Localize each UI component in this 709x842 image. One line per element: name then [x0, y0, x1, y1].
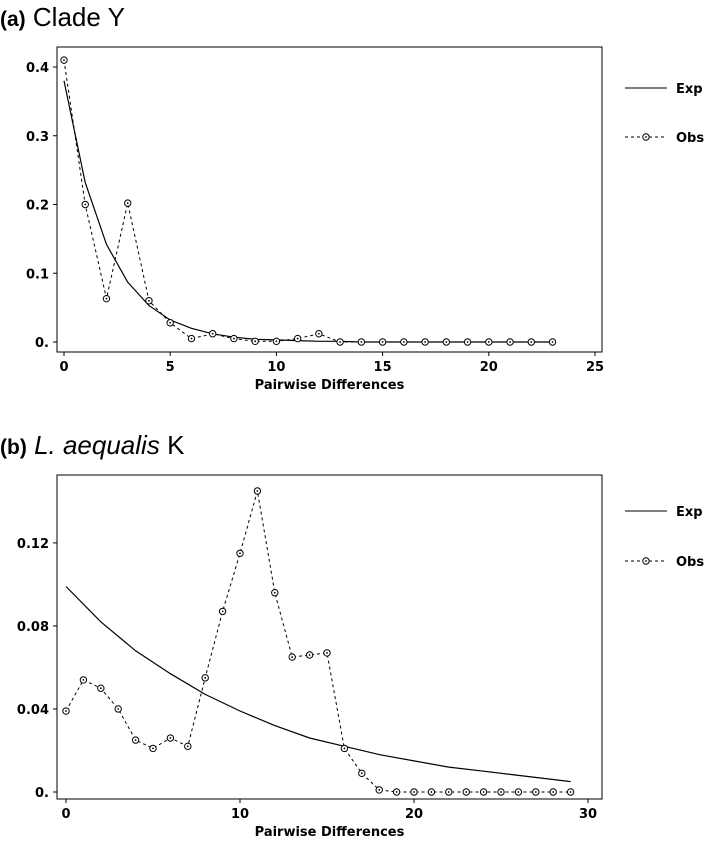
chart-1-ytick-label: 0.12 — [17, 537, 49, 552]
chart-1-xtick-label: 30 — [579, 807, 597, 822]
chart-1-obs-point-center — [326, 652, 328, 654]
chart-1-obs-point-center — [569, 791, 572, 793]
chart-1-obs-point-center — [430, 791, 433, 793]
chart-panel-b: 0. 0.04 0.08 0.12 0 10 20 30 Pairwise Difference… — [17, 474, 704, 840]
chart-1-obs-point-center — [517, 791, 520, 793]
chart-1-legend-marker-center — [645, 560, 647, 562]
panel-b-title: (b) L. aequalis K — [0, 430, 184, 463]
chart-0-obs-point-center — [105, 297, 108, 300]
chart-1-obs-point-center — [343, 747, 346, 750]
chart-1-xtick-label: 10 — [231, 807, 249, 822]
chart-1-obs-point-center — [273, 591, 276, 594]
chart-1-obs-point-center — [378, 789, 381, 791]
chart-0-obs-point-center — [530, 341, 533, 343]
chart-1-series-obs-line — [65, 490, 571, 793]
chart-0-xtick-label: 10 — [267, 360, 285, 375]
chart-1-ytick-label: 0. — [35, 786, 49, 801]
chart-0-ytick-label: 0. — [35, 336, 49, 351]
chart-0-legend-label-exp: Exp — [676, 82, 703, 97]
chart-0-obs-point-center — [169, 321, 172, 324]
chart-0-obs-point-center — [339, 341, 342, 343]
chart-panel-a: 0. 0.1 0.2 0.3 0.4 0 5 10 15 20 25 Pairwise Differe… — [26, 46, 704, 393]
chart-0-obs-point-center — [445, 341, 448, 343]
chart-1-obs-point-center — [447, 791, 450, 793]
chart-1-obs-point-center — [291, 656, 294, 658]
chart-0-obs-point-center — [275, 340, 278, 343]
chart-0-series-exp-line — [63, 80, 553, 343]
chart-0-obs-point-center — [360, 341, 363, 343]
chart-0-obs-point-center — [63, 59, 65, 62]
chart-0-xtick-label: 15 — [374, 360, 392, 375]
chart-1-xtick-label: 0 — [61, 807, 70, 822]
chart-1-obs-point-center — [482, 791, 485, 793]
chart-0-plot-frame — [56, 46, 603, 353]
chart-1-obs-point-center — [152, 747, 154, 750]
chart-0-obs-point-center — [126, 202, 129, 205]
chart-1-ytick-label: 0.04 — [17, 703, 49, 718]
chart-1-obs-point-center — [134, 739, 137, 742]
chart-1-obs-point-center — [204, 676, 207, 679]
chart-1-obs-point-center — [82, 679, 85, 681]
chart-0-x-axis-label: Pairwise Differences — [255, 378, 405, 393]
chart-1-obs-point-center — [413, 791, 415, 793]
panel-a-title: (a) Clade Y — [0, 2, 125, 35]
panel-b-letter: (b) — [0, 436, 27, 459]
chart-1-plot-frame — [56, 474, 603, 800]
chart-1-obs-point-center — [256, 490, 259, 492]
chart-0-obs-point-center — [509, 341, 511, 343]
panel-a-letter: (a) — [0, 8, 26, 31]
chart-0-xtick-label: 20 — [480, 360, 498, 375]
chart-1-obs-point-center — [534, 791, 537, 793]
chart-1-ytick-label: 0.08 — [17, 620, 49, 635]
chart-1-obs-point-center — [465, 791, 468, 793]
chart-0-legend-label-obs: Obs — [676, 131, 704, 146]
chart-0-obs-point-center — [551, 341, 554, 343]
chart-0-obs-point-center — [317, 332, 320, 335]
chart-0-obs-point-center — [296, 337, 299, 340]
chart-0-xtick-label: 0 — [59, 360, 68, 375]
chart-0-obs-point-center — [211, 332, 214, 335]
chart-1-obs-point-center — [99, 687, 102, 690]
chart-0-obs-point-center — [148, 299, 150, 302]
chart-0-obs-point-center — [84, 203, 87, 206]
chart-0-obs-point-center — [381, 341, 384, 343]
panel-b-name: L. aequalis — [34, 430, 160, 460]
chart-0-ytick-label: 0.4 — [26, 61, 49, 76]
chart-1-xtick-label: 20 — [405, 807, 423, 822]
chart-1-obs-point-center — [169, 737, 172, 739]
chart-1-obs-point-center — [360, 772, 363, 775]
panel-a-name: Clade Y — [32, 2, 125, 32]
chart-0-xtick-label: 5 — [166, 360, 175, 375]
chart-0-ytick-label: 0.3 — [26, 130, 49, 145]
chart-0-xtick-label: 25 — [586, 360, 604, 375]
chart-0-obs-point-center — [190, 337, 193, 340]
chart-0-obs-point-center — [466, 341, 469, 343]
chart-0-series-obs-line — [63, 60, 553, 343]
chart-0-obs-point-center — [402, 341, 405, 343]
chart-1-obs-point-center — [308, 654, 311, 656]
chart-0-obs-point-center — [254, 340, 257, 343]
chart-1-obs-point-center — [65, 710, 67, 712]
chart-1-obs-point-center — [117, 708, 120, 710]
chart-0-ytick-label: 0.2 — [26, 199, 49, 214]
panel-b-suffix: K — [167, 430, 185, 460]
chart-1-x-axis-label: Pairwise Differences — [255, 825, 405, 840]
chart-1-obs-point-center — [552, 791, 555, 793]
chart-0-legend-marker-center — [645, 136, 647, 138]
chart-1-obs-point-center — [239, 552, 241, 555]
chart-1-obs-point-center — [221, 610, 224, 613]
chart-1-legend-label-exp: Exp — [676, 505, 703, 520]
chart-1-obs-point-center — [186, 745, 189, 748]
chart-1-series-exp-line — [65, 586, 571, 783]
chart-0-ytick-label: 0.1 — [26, 267, 49, 282]
chart-1-obs-point-center — [395, 791, 398, 793]
chart-1-obs-point-center — [500, 791, 502, 793]
chart-1-legend-label-obs: Obs — [676, 555, 704, 570]
chart-0-obs-point-center — [424, 341, 426, 343]
chart-0-obs-point-center — [487, 341, 490, 343]
chart-0-obs-point-center — [233, 337, 235, 340]
